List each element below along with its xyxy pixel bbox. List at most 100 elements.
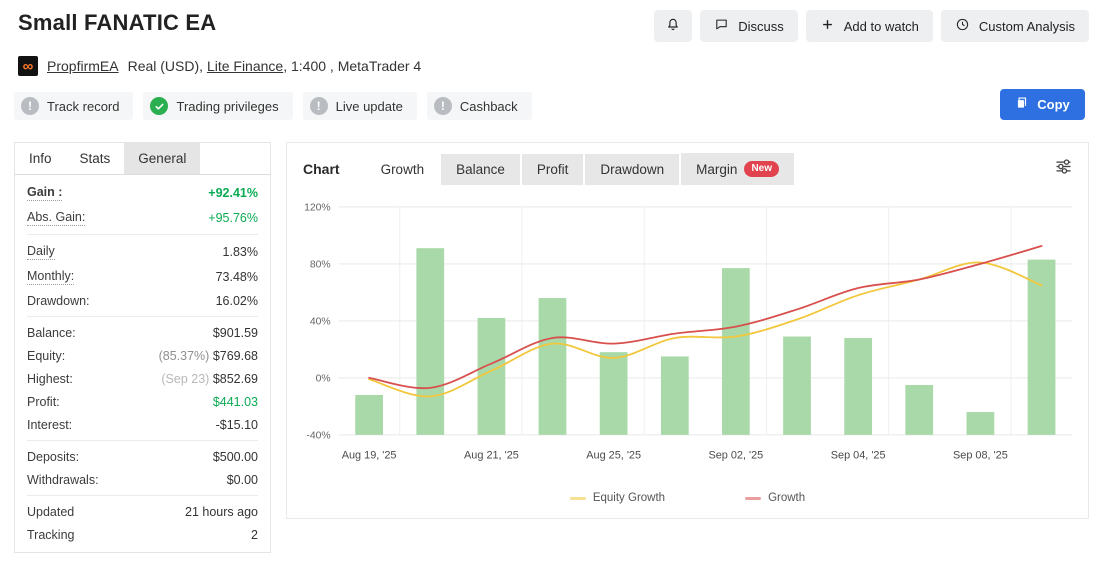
stat-value: +95.76% — [208, 210, 258, 225]
stat-label[interactable]: Gain : — [27, 184, 63, 201]
x-axis-tick: Sep 04, '25 — [831, 450, 886, 462]
stat-value: 21 hours ago — [185, 504, 258, 519]
chart-section-label: Chart — [303, 161, 340, 177]
side-panel-tabs: Info Stats General — [15, 143, 270, 175]
growth-line[interactable] — [368, 245, 1043, 390]
stat-value: -$15.10 — [215, 417, 258, 432]
chart-tabs: Chart Growth Balance Profit Drawdown Mar… — [287, 143, 1088, 185]
bell-icon — [665, 17, 681, 36]
stat-value: +92.41% — [208, 185, 258, 200]
clock-icon — [955, 17, 970, 35]
badge-label: Trading privileges — [176, 98, 279, 114]
y-axis-tick: 80% — [310, 259, 331, 270]
badge-label: Track record — [47, 98, 120, 114]
growth-bar[interactable] — [905, 384, 934, 435]
growth-bar[interactable] — [355, 394, 383, 435]
growth-bar[interactable] — [416, 248, 445, 435]
stat-row-highest: Highest: (Sep 23) $852.69 — [27, 367, 258, 390]
legend-item-equity-growth[interactable]: Equity Growth — [569, 492, 665, 504]
copy-button[interactable]: Copy — [1000, 89, 1085, 120]
stat-label: Equity: — [27, 348, 66, 363]
legend-label: Growth — [768, 492, 806, 505]
stat-value: $500.00 — [212, 449, 258, 464]
tab-balance[interactable]: Balance — [441, 153, 520, 185]
tab-info[interactable]: Info — [29, 151, 52, 166]
growth-bar[interactable] — [966, 412, 995, 435]
account-meta: Real (USD), Lite Finance, 1:400 , MetaTr… — [128, 58, 422, 74]
exclamation-icon: ! — [433, 97, 452, 115]
stat-row-monthly: Monthly: 73.48% — [27, 264, 258, 289]
tab-general[interactable]: General — [124, 143, 201, 174]
y-axis-tick: 120% — [304, 202, 331, 213]
growth-bar[interactable] — [1027, 259, 1056, 435]
growth-chart[interactable]: 120% 80% 40% 0% -40% Aug 19, '25 Aug 21, '25 Au… — [291, 191, 1082, 488]
badge-live-update[interactable]: ! Live update — [302, 92, 417, 120]
discuss-button[interactable]: Discuss — [700, 10, 798, 42]
header-actions: Discuss Add to watch Custom Analysis — [654, 10, 1089, 42]
account-name-link[interactable]: PropfirmEA — [47, 58, 119, 74]
stat-label[interactable]: Daily — [27, 243, 55, 260]
badge-trading-privileges[interactable]: Trading privileges — [143, 92, 293, 120]
custom-analysis-label: Custom Analysis — [978, 18, 1075, 34]
growth-bar[interactable] — [844, 337, 873, 435]
stat-row-updated: Updated 21 hours ago — [27, 500, 258, 523]
custom-analysis-button[interactable]: Custom Analysis — [940, 10, 1089, 42]
stat-label[interactable]: Abs. Gain: — [27, 209, 86, 226]
equity-growth-line[interactable] — [368, 261, 1043, 398]
notifications-button[interactable] — [654, 10, 693, 42]
stat-row-abs-gain: Abs. Gain: +95.76% — [27, 205, 258, 230]
stat-row-drawdown: Drawdown: 16.02% — [27, 289, 258, 312]
tab-growth[interactable]: Growth — [365, 153, 440, 185]
growth-bar[interactable] — [660, 356, 689, 435]
divider — [27, 316, 258, 317]
stat-value: 2 — [251, 527, 258, 542]
chart-settings-button[interactable] — [1053, 156, 1074, 182]
copy-label: Copy — [1037, 97, 1070, 112]
divider — [27, 440, 258, 441]
badge-track-record[interactable]: ! Track record — [14, 92, 134, 120]
stat-row-balance: Balance: $901.59 — [27, 321, 258, 344]
speech-bubble-icon — [714, 17, 729, 35]
stat-value: $0.00 — [226, 472, 258, 487]
growth-chart-svg[interactable]: 120% 80% 40% 0% -40% Aug 19, '25 Aug 21, '25 Au… — [291, 191, 1082, 488]
growth-bar[interactable] — [721, 268, 750, 435]
x-axis-tick: Aug 25, '25 — [586, 450, 641, 462]
tab-profit[interactable]: Profit — [521, 153, 584, 185]
page-title: Small FANATIC EA — [18, 10, 217, 35]
discuss-label: Discuss — [738, 18, 784, 34]
stats-side-panel: Info Stats General Gain : +92.41% Abs. G… — [14, 142, 271, 553]
tab-margin[interactable]: Margin New — [681, 153, 794, 185]
growth-bar[interactable] — [477, 317, 506, 435]
add-to-watch-button[interactable]: Add to watch — [805, 10, 933, 42]
broker-link[interactable]: Lite Finance — [206, 58, 284, 74]
y-axis-tick: 40% — [310, 316, 331, 327]
x-axis-tick: Aug 19, '25 — [342, 450, 397, 462]
stat-label: Profit: — [27, 394, 60, 409]
divider — [27, 495, 258, 496]
stat-row-deposits: Deposits: $500.00 — [27, 445, 258, 468]
stat-label: Deposits: — [27, 449, 80, 464]
stat-value: (85.37%) $769.68 — [158, 348, 258, 363]
stat-label: Withdrawals: — [27, 472, 99, 487]
legend-item-growth[interactable]: Growth — [745, 492, 805, 504]
growth-bar[interactable] — [538, 298, 567, 435]
badge-cashback[interactable]: ! Cashback — [426, 92, 532, 120]
tab-stats[interactable]: Stats — [79, 151, 111, 166]
exclamation-icon: ! — [21, 97, 39, 115]
stats-rows: Gain : +92.41% Abs. Gain: +95.76% Daily … — [15, 175, 270, 552]
stat-label[interactable]: Monthly: — [27, 268, 75, 285]
main-content: Info Stats General Gain : +92.41% Abs. G… — [14, 142, 1089, 553]
equity-growth-swatch — [569, 496, 586, 500]
badge-label: Cashback — [459, 98, 518, 114]
y-axis-tick: 0% — [316, 373, 331, 384]
growth-swatch — [745, 496, 762, 500]
new-badge: New — [744, 161, 779, 177]
account-leverage-platform: , 1:400 , MetaTrader 4 — [283, 58, 422, 74]
tab-drawdown[interactable]: Drawdown — [585, 153, 680, 185]
stat-row-interest: Interest: -$15.10 — [27, 413, 258, 436]
growth-bar[interactable] — [599, 352, 628, 435]
stat-value: (Sep 23) $852.69 — [161, 371, 258, 386]
x-axis-tick: Sep 02, '25 — [708, 450, 763, 462]
growth-bar[interactable] — [783, 336, 811, 435]
